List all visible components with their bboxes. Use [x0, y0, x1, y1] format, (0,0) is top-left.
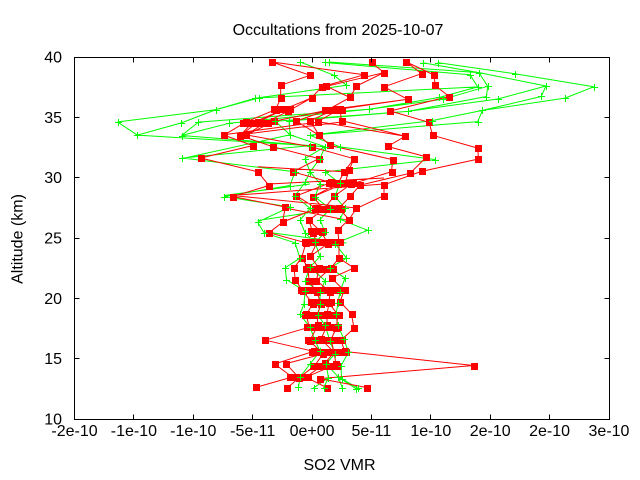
svg-text:2e-10: 2e-10 [470, 423, 511, 440]
svg-text:-5e-11: -5e-11 [230, 423, 275, 440]
svg-text:5e-11: 5e-11 [352, 423, 392, 440]
svg-text:35: 35 [44, 110, 62, 127]
svg-text:25: 25 [44, 231, 62, 248]
svg-text:2e-10: 2e-10 [529, 423, 570, 440]
svg-text:SO2 VMR: SO2 VMR [303, 457, 375, 474]
svg-text:Occultations from 2025-10-07: Occultations from 2025-10-07 [233, 22, 444, 39]
svg-text:1e-10: 1e-10 [410, 423, 451, 440]
svg-text:40: 40 [44, 50, 62, 67]
svg-text:-1e-10: -1e-10 [111, 423, 157, 440]
svg-text:3e-10: 3e-10 [589, 423, 630, 440]
svg-text:20: 20 [44, 291, 62, 308]
svg-text:15: 15 [44, 351, 62, 368]
svg-text:-2e-10: -2e-10 [51, 423, 97, 440]
svg-text:-1e-10: -1e-10 [170, 423, 216, 440]
svg-text:10: 10 [44, 412, 62, 429]
svg-text:Altitude (km): Altitude (km) [10, 194, 27, 284]
svg-text:30: 30 [44, 170, 62, 187]
svg-text:0e+00: 0e+00 [290, 423, 335, 440]
